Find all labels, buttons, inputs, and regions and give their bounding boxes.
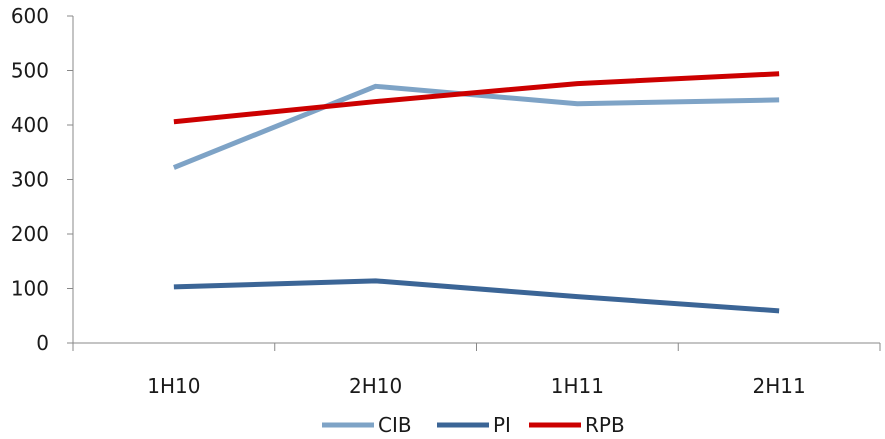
legend-label-cib: CIB	[378, 413, 412, 437]
series-line-cib	[172, 83, 780, 170]
series-lines	[172, 71, 780, 314]
y-tick-label: 0	[36, 331, 49, 355]
x-tick-label: 1H10	[147, 374, 200, 398]
series-line-rpb	[173, 71, 780, 125]
legend: CIB PI RPB	[322, 413, 625, 437]
legend-label-rpb: RPB	[585, 413, 625, 437]
x-ticks: 1H10 2H10 1H11 2H11	[72, 343, 881, 398]
y-tick-label: 500	[11, 59, 49, 83]
series-line-pi	[173, 278, 780, 314]
legend-label-pi: PI	[493, 413, 511, 437]
y-tick-label: 100	[11, 277, 49, 301]
x-tick-label: 2H10	[349, 374, 402, 398]
axes: 0 100 200 300 400 500 600 1H10 2H10 1H11 2H11	[11, 4, 881, 398]
y-tick-label: 600	[11, 4, 49, 28]
y-tick-label: 300	[11, 168, 49, 192]
y-ticks: 0 100 200 300 400 500 600	[11, 4, 73, 355]
x-tick-label: 1H11	[551, 374, 604, 398]
y-tick-label: 400	[11, 113, 49, 137]
y-tick-label: 200	[11, 222, 49, 246]
x-tick-label: 2H11	[753, 374, 806, 398]
